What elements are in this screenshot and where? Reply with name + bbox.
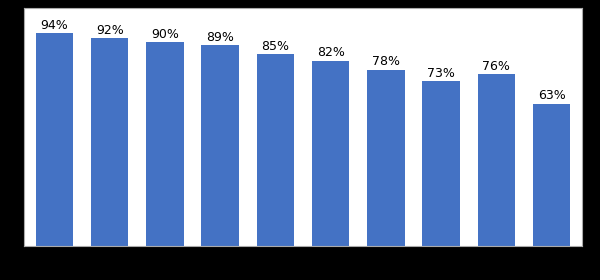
Bar bbox=[91, 38, 128, 246]
Text: 76%: 76% bbox=[482, 60, 511, 73]
Bar bbox=[312, 60, 349, 246]
Text: 73%: 73% bbox=[427, 67, 455, 80]
Text: 78%: 78% bbox=[372, 55, 400, 69]
Text: 82%: 82% bbox=[317, 46, 344, 59]
Text: 92%: 92% bbox=[96, 24, 124, 37]
Text: 90%: 90% bbox=[151, 28, 179, 41]
Bar bbox=[257, 54, 294, 246]
Bar bbox=[478, 74, 515, 246]
Text: 94%: 94% bbox=[41, 19, 68, 32]
Bar bbox=[202, 45, 239, 246]
Bar bbox=[367, 70, 404, 246]
Bar bbox=[422, 81, 460, 246]
Bar bbox=[35, 33, 73, 246]
Bar bbox=[533, 104, 571, 246]
Text: 85%: 85% bbox=[262, 39, 289, 53]
Text: 89%: 89% bbox=[206, 31, 234, 43]
Text: 63%: 63% bbox=[538, 90, 565, 102]
Bar bbox=[146, 42, 184, 246]
